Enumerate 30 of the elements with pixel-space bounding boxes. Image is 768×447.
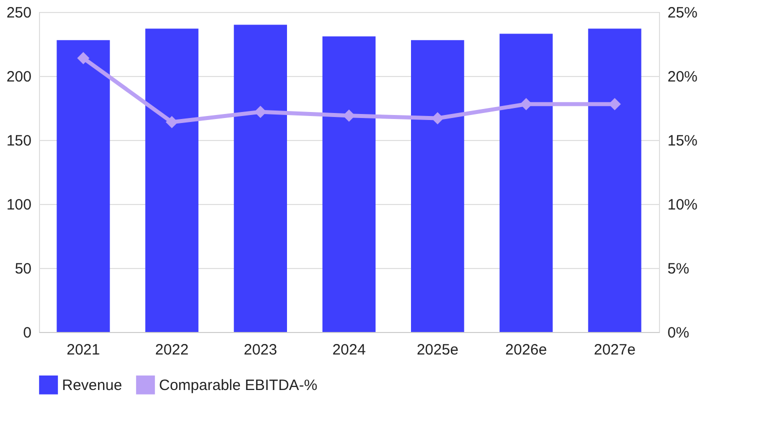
y2-tick-label: 0%: [668, 324, 690, 342]
legend-label: Comparable EBITDA-%: [159, 376, 318, 394]
x-tick-label: 2021: [66, 342, 100, 358]
bar: [500, 34, 553, 332]
x-tick-label: 2026e: [505, 342, 547, 358]
y2-tick-label: 25%: [668, 4, 698, 22]
x-tick-label: 2027e: [594, 342, 636, 358]
x-tick-label: 2025e: [416, 342, 458, 358]
x-tick-label: 2024: [332, 342, 366, 358]
y2-tick-label: 15%: [668, 132, 698, 150]
x-tick-label: 2022: [155, 342, 189, 358]
y2-tick-label: 20%: [668, 68, 698, 86]
x-tick-label: 2023: [244, 342, 278, 358]
point: [166, 116, 178, 128]
bar: [322, 36, 376, 332]
y-tick-label: 150: [6, 132, 32, 150]
bar: [145, 28, 198, 332]
y2-tick-label: 5%: [668, 260, 690, 278]
y-tick-label: 250: [6, 4, 32, 22]
point: [77, 52, 90, 64]
y-tick-label: 100: [6, 196, 32, 214]
y2-tick-label: 10%: [668, 196, 698, 214]
bar: [234, 24, 287, 332]
bar: [56, 40, 110, 332]
y-tick-label: 200: [6, 68, 32, 86]
y-tick-label: 0: [23, 324, 32, 342]
bar: [588, 28, 642, 332]
legend-label: Revenue: [62, 376, 122, 394]
y-tick-label: 50: [14, 260, 32, 278]
bar: [411, 40, 464, 332]
